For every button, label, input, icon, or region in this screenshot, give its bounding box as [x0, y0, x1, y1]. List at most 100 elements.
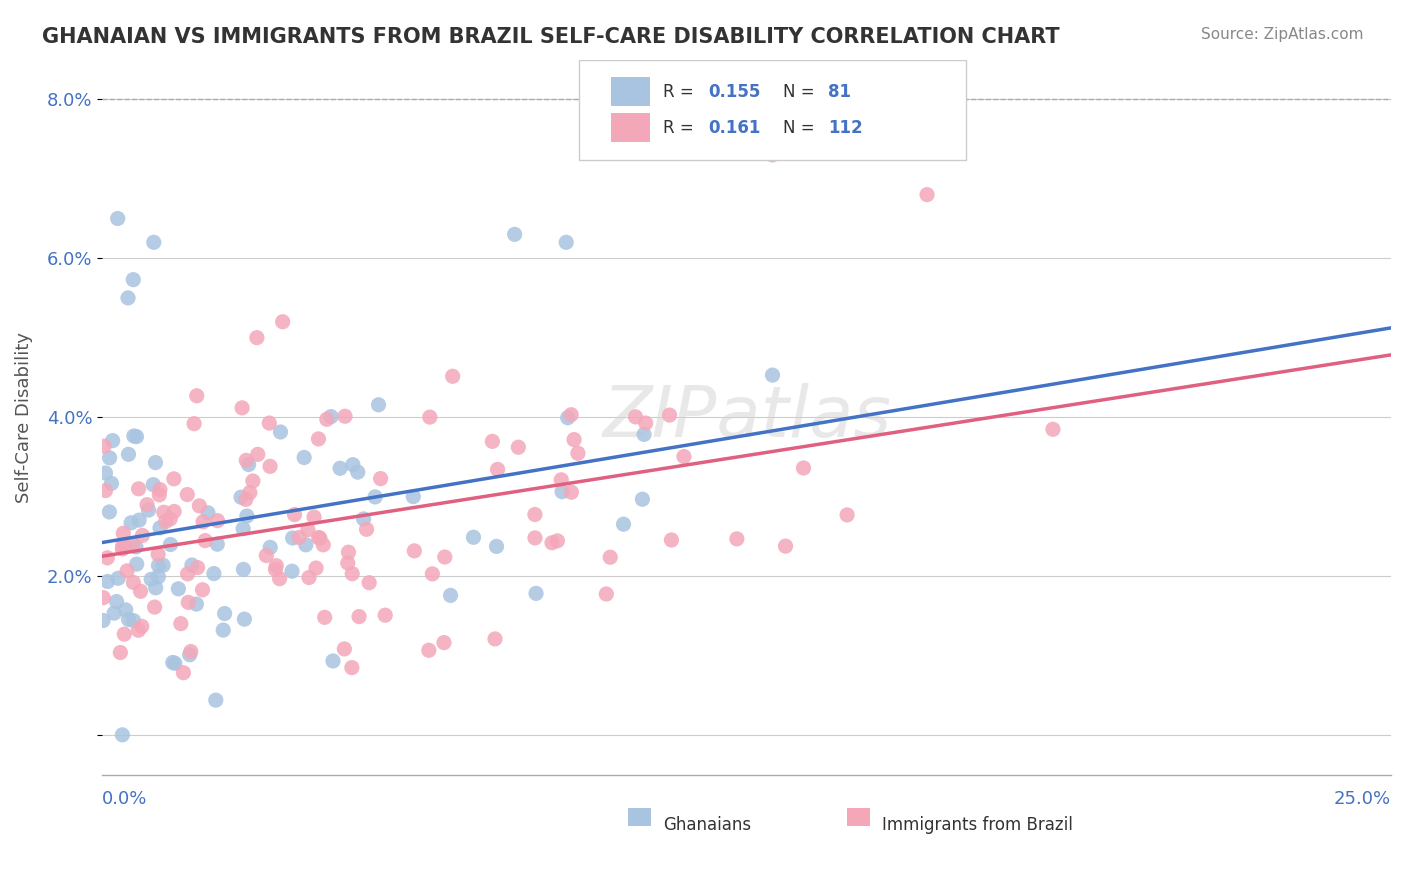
Point — [508, 440, 530, 454]
Point — [138, 503, 160, 517]
Point — [180, 644, 202, 658]
Point — [129, 584, 152, 599]
Text: N =: N = — [783, 119, 814, 136]
Point — [367, 398, 389, 412]
Point — [93, 439, 115, 453]
Point — [551, 484, 574, 499]
Point — [125, 430, 148, 444]
Text: GHANAIAN VS IMMIGRANTS FROM BRAZIL SELF-CARE DISABILITY CORRELATION CHART: GHANAIAN VS IMMIGRANTS FROM BRAZIL SELF-… — [42, 27, 1060, 46]
Point — [295, 538, 318, 552]
Point — [422, 566, 444, 581]
Text: 112: 112 — [828, 119, 862, 136]
Point — [141, 572, 163, 586]
Point — [550, 473, 572, 487]
Point — [342, 458, 364, 472]
Point — [120, 516, 142, 530]
Point — [176, 566, 198, 581]
Point — [309, 531, 332, 545]
Point — [319, 409, 342, 424]
Point — [269, 572, 291, 586]
Point — [143, 600, 166, 615]
Point — [271, 315, 294, 329]
Point — [103, 606, 125, 620]
Point — [152, 505, 174, 519]
Point — [170, 616, 193, 631]
Y-axis label: Self-Care Disability: Self-Care Disability — [15, 332, 32, 502]
Point — [91, 614, 114, 628]
Point — [107, 571, 129, 585]
Point — [314, 610, 336, 624]
Point — [370, 472, 392, 486]
Point — [207, 514, 229, 528]
Point — [114, 603, 136, 617]
Point — [191, 515, 214, 529]
Point — [595, 587, 617, 601]
Point — [148, 570, 170, 584]
Point — [232, 562, 254, 576]
Point — [333, 642, 356, 657]
Point — [281, 531, 304, 545]
Point — [181, 558, 204, 572]
Point — [114, 540, 136, 554]
Point — [259, 459, 281, 474]
Point — [239, 485, 262, 500]
Point — [187, 560, 209, 574]
Point — [246, 331, 269, 345]
Point — [214, 607, 236, 621]
Point — [523, 531, 546, 545]
Point — [336, 556, 359, 570]
Point — [136, 498, 159, 512]
Point — [761, 148, 783, 162]
Point — [131, 528, 153, 542]
Point — [419, 410, 441, 425]
Text: 81: 81 — [828, 83, 851, 101]
Point — [356, 522, 378, 536]
Point — [541, 536, 564, 550]
Point — [111, 541, 134, 556]
Point — [163, 657, 186, 671]
Point — [441, 369, 464, 384]
Point — [176, 487, 198, 501]
Text: 0.155: 0.155 — [709, 83, 761, 101]
Point — [305, 561, 328, 575]
Point — [142, 477, 165, 491]
Point — [127, 624, 149, 638]
Point — [145, 581, 167, 595]
Point — [612, 517, 634, 532]
Point — [146, 547, 169, 561]
FancyBboxPatch shape — [579, 60, 966, 160]
Point — [101, 434, 124, 448]
Point — [96, 550, 118, 565]
Point — [117, 447, 139, 461]
Point — [91, 591, 114, 605]
Point — [191, 582, 214, 597]
Point — [315, 412, 337, 426]
Point — [631, 492, 654, 507]
Point — [302, 510, 325, 524]
Point — [229, 490, 252, 504]
Point — [555, 235, 578, 250]
Point — [562, 433, 585, 447]
Point — [128, 482, 150, 496]
Point — [633, 427, 655, 442]
Point — [159, 512, 181, 526]
Point — [112, 526, 135, 541]
Point — [915, 187, 938, 202]
Point — [202, 566, 225, 581]
Point — [259, 541, 281, 555]
Point — [761, 368, 783, 383]
Point — [835, 508, 858, 522]
Point — [148, 558, 170, 573]
Point — [288, 531, 311, 545]
Point — [197, 506, 219, 520]
Point — [297, 523, 319, 537]
Point — [110, 646, 132, 660]
Point — [115, 564, 138, 578]
Point — [117, 291, 139, 305]
Point — [374, 608, 396, 623]
Point — [481, 434, 503, 449]
Point — [254, 549, 277, 563]
Point — [342, 566, 364, 581]
Point — [523, 508, 546, 522]
Point — [231, 401, 253, 415]
